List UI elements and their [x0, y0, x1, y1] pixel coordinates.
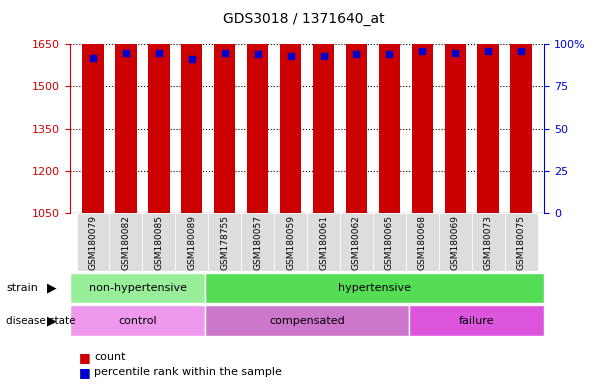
FancyBboxPatch shape — [307, 213, 340, 271]
Text: GSM180062: GSM180062 — [352, 215, 361, 270]
Bar — [247, 0, 268, 213]
FancyBboxPatch shape — [241, 213, 274, 271]
FancyBboxPatch shape — [208, 213, 241, 271]
Text: disease state: disease state — [6, 316, 75, 326]
Point — [483, 48, 493, 54]
Text: hypertensive: hypertensive — [338, 283, 411, 293]
Bar — [206, 305, 409, 336]
FancyBboxPatch shape — [77, 213, 109, 271]
Text: GSM180073: GSM180073 — [484, 215, 492, 270]
Point — [88, 55, 98, 61]
FancyBboxPatch shape — [175, 213, 208, 271]
FancyBboxPatch shape — [142, 213, 175, 271]
Text: ■: ■ — [79, 351, 91, 364]
Text: GSM180079: GSM180079 — [89, 215, 97, 270]
Point — [418, 48, 427, 54]
FancyBboxPatch shape — [340, 213, 373, 271]
Bar — [280, 0, 302, 213]
Bar — [412, 0, 433, 213]
Text: percentile rank within the sample: percentile rank within the sample — [94, 367, 282, 377]
Text: control: control — [119, 316, 157, 326]
FancyBboxPatch shape — [472, 213, 505, 271]
Text: ▶: ▶ — [47, 281, 57, 295]
Bar — [409, 305, 544, 336]
Bar — [206, 273, 544, 303]
Text: strain: strain — [6, 283, 38, 293]
Text: GSM180059: GSM180059 — [286, 215, 295, 270]
Text: count: count — [94, 352, 126, 362]
Text: GSM180057: GSM180057 — [253, 215, 262, 270]
FancyBboxPatch shape — [505, 213, 537, 271]
FancyBboxPatch shape — [274, 213, 307, 271]
Bar — [70, 305, 206, 336]
Bar — [510, 0, 532, 213]
Bar — [148, 0, 170, 213]
Text: GSM180061: GSM180061 — [319, 215, 328, 270]
Bar — [214, 0, 235, 213]
Point — [384, 51, 394, 57]
Text: GSM180065: GSM180065 — [385, 215, 394, 270]
Bar — [346, 0, 367, 213]
Point — [220, 50, 230, 56]
Text: GDS3018 / 1371640_at: GDS3018 / 1371640_at — [223, 12, 385, 25]
Text: failure: failure — [458, 316, 494, 326]
Point — [121, 50, 131, 56]
Bar — [477, 0, 499, 213]
Point — [154, 50, 164, 56]
Bar — [181, 0, 202, 213]
Point — [451, 50, 460, 56]
Text: ▶: ▶ — [47, 314, 57, 327]
Point — [253, 51, 263, 57]
Text: non-hypertensive: non-hypertensive — [89, 283, 187, 293]
Text: GSM180085: GSM180085 — [154, 215, 164, 270]
Text: compensated: compensated — [269, 316, 345, 326]
Point — [286, 53, 295, 59]
Bar — [313, 0, 334, 213]
FancyBboxPatch shape — [439, 213, 472, 271]
Bar — [82, 0, 104, 213]
Bar — [379, 0, 400, 213]
Text: GSM180068: GSM180068 — [418, 215, 427, 270]
FancyBboxPatch shape — [109, 213, 142, 271]
Text: GSM178755: GSM178755 — [220, 215, 229, 270]
FancyBboxPatch shape — [406, 213, 439, 271]
Text: GSM180082: GSM180082 — [122, 215, 130, 270]
Text: GSM180089: GSM180089 — [187, 215, 196, 270]
Text: GSM180075: GSM180075 — [517, 215, 525, 270]
Bar — [115, 0, 137, 213]
Text: GSM180069: GSM180069 — [451, 215, 460, 270]
FancyBboxPatch shape — [373, 213, 406, 271]
Point — [187, 56, 196, 63]
Bar — [70, 273, 206, 303]
Point — [516, 48, 526, 54]
Text: ■: ■ — [79, 366, 91, 379]
Point — [351, 51, 361, 57]
Bar — [444, 0, 466, 213]
Point — [319, 53, 328, 59]
